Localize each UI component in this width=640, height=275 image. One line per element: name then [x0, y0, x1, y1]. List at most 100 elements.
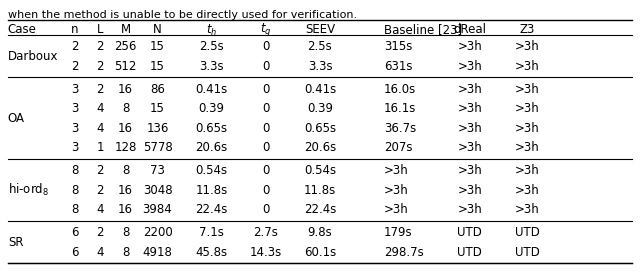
Text: when the method is unable to be directly used for verification.: when the method is unable to be directly… — [8, 10, 357, 20]
Text: >3h: >3h — [515, 102, 540, 115]
Text: >3h: >3h — [384, 204, 408, 216]
Text: Darboux: Darboux — [8, 50, 58, 63]
Text: >3h: >3h — [384, 184, 408, 197]
Text: >3h: >3h — [458, 204, 482, 216]
Text: >3h: >3h — [458, 102, 482, 115]
Text: L: L — [97, 23, 104, 37]
Text: 631s: 631s — [384, 60, 412, 73]
Text: 22.4s: 22.4s — [195, 204, 228, 216]
Text: 3.3s: 3.3s — [199, 60, 224, 73]
Text: >3h: >3h — [515, 82, 540, 95]
Text: 20.6s: 20.6s — [196, 141, 228, 154]
Text: 16.0s: 16.0s — [384, 82, 416, 95]
Text: 0.41s: 0.41s — [304, 82, 336, 95]
Text: UTD: UTD — [458, 246, 482, 259]
Text: 3.3s: 3.3s — [308, 60, 332, 73]
Text: >3h: >3h — [458, 82, 482, 95]
Text: 0: 0 — [262, 122, 269, 135]
Text: Baseline [23]: Baseline [23] — [384, 23, 462, 37]
Text: UTD: UTD — [515, 246, 540, 259]
Text: 3: 3 — [71, 102, 78, 115]
Text: dReal: dReal — [453, 23, 486, 37]
Text: 8: 8 — [122, 102, 129, 115]
Text: SR: SR — [8, 236, 23, 249]
Text: >3h: >3h — [515, 164, 540, 177]
Text: 60.1s: 60.1s — [304, 246, 336, 259]
Text: 16: 16 — [118, 122, 133, 135]
Text: 256: 256 — [115, 40, 137, 53]
Text: 16.1s: 16.1s — [384, 102, 416, 115]
Text: 0: 0 — [262, 164, 269, 177]
Text: 2: 2 — [71, 60, 79, 73]
Text: 3: 3 — [71, 141, 78, 154]
Text: 2: 2 — [71, 40, 79, 53]
Text: 15: 15 — [150, 102, 165, 115]
Text: 298.7s: 298.7s — [384, 246, 424, 259]
Text: >3h: >3h — [515, 141, 540, 154]
Text: 179s: 179s — [384, 226, 412, 239]
Text: Case: Case — [8, 23, 36, 37]
Text: 3984: 3984 — [143, 204, 172, 216]
Text: 4: 4 — [97, 122, 104, 135]
Text: 6: 6 — [71, 226, 79, 239]
Text: $t_g$: $t_g$ — [260, 21, 271, 38]
Text: 8: 8 — [71, 204, 78, 216]
Text: OA: OA — [8, 112, 25, 125]
Text: >3h: >3h — [458, 141, 482, 154]
Text: Z3: Z3 — [520, 23, 535, 37]
Text: 16: 16 — [118, 82, 133, 95]
Text: 8: 8 — [122, 226, 129, 239]
Text: 86: 86 — [150, 82, 165, 95]
Text: 4: 4 — [97, 102, 104, 115]
Text: >3h: >3h — [458, 122, 482, 135]
Text: 3: 3 — [71, 82, 78, 95]
Text: M: M — [120, 23, 131, 37]
Text: $t_h$: $t_h$ — [206, 23, 218, 37]
Text: 0: 0 — [262, 184, 269, 197]
Text: 512: 512 — [115, 60, 137, 73]
Text: 8: 8 — [71, 164, 78, 177]
Text: 2200: 2200 — [143, 226, 172, 239]
Text: 0.65s: 0.65s — [196, 122, 228, 135]
Text: 4: 4 — [97, 246, 104, 259]
Text: >3h: >3h — [458, 184, 482, 197]
Text: 0.39: 0.39 — [307, 102, 333, 115]
Text: 36.7s: 36.7s — [384, 122, 416, 135]
Text: N: N — [153, 23, 162, 37]
Text: 20.6s: 20.6s — [304, 141, 336, 154]
Text: hi-ord$_8$: hi-ord$_8$ — [8, 182, 49, 198]
Text: 73: 73 — [150, 164, 165, 177]
Text: 8: 8 — [122, 164, 129, 177]
Text: >3h: >3h — [515, 204, 540, 216]
Text: SEEV: SEEV — [305, 23, 335, 37]
Text: UTD: UTD — [515, 226, 540, 239]
Text: >3h: >3h — [384, 164, 408, 177]
Text: 7.1s: 7.1s — [199, 226, 224, 239]
Text: n: n — [71, 23, 79, 37]
Text: 3: 3 — [71, 122, 78, 135]
Text: >3h: >3h — [515, 122, 540, 135]
Text: 14.3s: 14.3s — [250, 246, 282, 259]
Text: >3h: >3h — [515, 40, 540, 53]
Text: 0: 0 — [262, 204, 269, 216]
Text: 2.5s: 2.5s — [199, 40, 224, 53]
Text: 15: 15 — [150, 60, 165, 73]
Text: 128: 128 — [115, 141, 137, 154]
Text: 2: 2 — [97, 60, 104, 73]
Text: UTD: UTD — [458, 226, 482, 239]
Text: 0: 0 — [262, 102, 269, 115]
Text: >3h: >3h — [515, 60, 540, 73]
Text: 2.5s: 2.5s — [308, 40, 332, 53]
Text: >3h: >3h — [458, 164, 482, 177]
Text: 5778: 5778 — [143, 141, 172, 154]
Text: 22.4s: 22.4s — [304, 204, 336, 216]
Text: 2: 2 — [97, 40, 104, 53]
Text: 0.54s: 0.54s — [196, 164, 228, 177]
Text: >3h: >3h — [458, 40, 482, 53]
Text: 136: 136 — [147, 122, 169, 135]
Text: 0.65s: 0.65s — [304, 122, 336, 135]
Text: 0.41s: 0.41s — [196, 82, 228, 95]
Text: 9.8s: 9.8s — [308, 226, 332, 239]
Text: 6: 6 — [71, 246, 79, 259]
Text: 11.8s: 11.8s — [304, 184, 336, 197]
